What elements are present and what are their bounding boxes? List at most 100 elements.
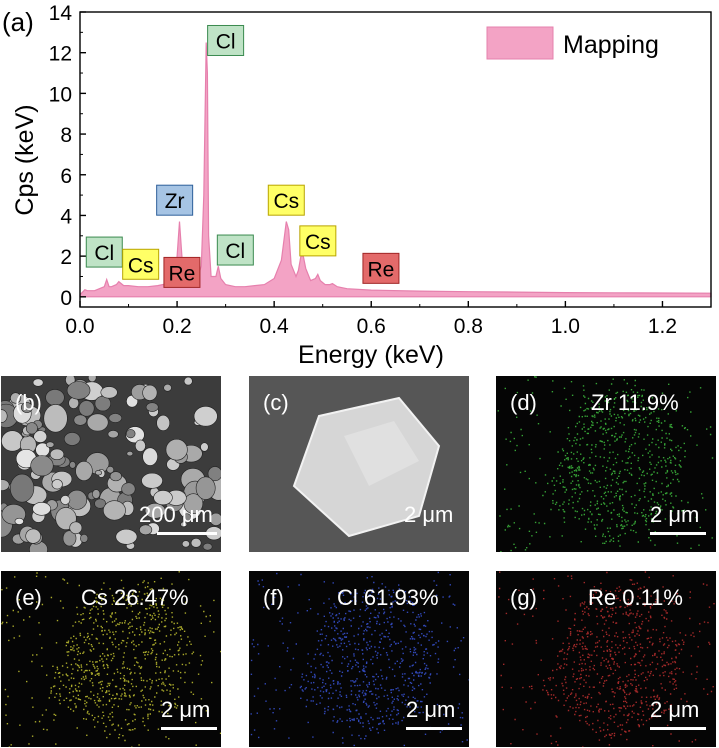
sem-particle — [157, 415, 170, 430]
sem-particle — [108, 430, 119, 438]
peak-label-text: Cs — [305, 231, 331, 254]
peak-label: Cl — [217, 235, 253, 265]
panel-label-d: (d) — [510, 390, 537, 416]
sem-particle — [107, 466, 114, 473]
element-label: Cs 26.47% — [81, 585, 189, 611]
sem-particle — [191, 538, 201, 547]
peak-label-text: Zr — [165, 190, 185, 213]
sem-particle — [166, 439, 187, 460]
y-tick-label: 10 — [49, 83, 72, 106]
element-label: Zr 11.9% — [591, 390, 679, 416]
sem-particle — [122, 483, 136, 495]
sem-particle — [116, 529, 137, 544]
sem-particle — [76, 461, 93, 480]
sem-particle — [194, 406, 217, 426]
x-tick-label: 0.2 — [162, 315, 191, 338]
scale-text: 2 μm — [406, 697, 455, 723]
sem-particle — [146, 403, 158, 412]
scale-text: 2 μm — [161, 697, 210, 723]
sem-particle — [201, 443, 209, 452]
scale-bar — [650, 727, 706, 730]
sem-particle — [127, 451, 133, 456]
scale-text: 200 μm — [139, 502, 213, 528]
sem-particle — [50, 449, 64, 460]
peak-label-text: Cl — [94, 242, 114, 265]
panel-label-a: (a) — [2, 7, 34, 37]
sem-particle — [164, 384, 172, 391]
x-tick-label: 1.0 — [551, 315, 580, 338]
scale-bar — [406, 727, 462, 730]
sem-particle — [103, 501, 125, 520]
element-label: Re 0.11% — [588, 585, 683, 611]
element-label: Cl 61.93% — [337, 585, 439, 611]
y-tick-label: 4 — [60, 205, 72, 228]
panel-label-f: (f) — [263, 585, 284, 611]
panel-e-eds-cs: (e) Cs 26.47% 2 μm — [1, 571, 221, 747]
y-tick-label: 0 — [60, 287, 72, 310]
scale-bar — [157, 532, 217, 535]
sem-particle — [142, 473, 163, 488]
peak-label-text: Cs — [128, 254, 154, 277]
sem-particle — [184, 377, 192, 385]
panel-c-sem: (c) 2 μm — [249, 376, 469, 552]
sem-particle — [52, 479, 63, 489]
sem-particle — [79, 401, 94, 417]
peak-label: Cs — [300, 226, 336, 256]
sem-particle — [126, 429, 135, 438]
peak-label: Cl — [86, 237, 122, 267]
x-tick-label: 0.4 — [260, 315, 290, 338]
sem-particle — [135, 440, 145, 452]
sem-particle — [26, 529, 41, 544]
scale-text: 2 μm — [650, 697, 699, 723]
sem-particle — [143, 448, 158, 466]
peak-label: Cl — [208, 25, 244, 55]
sem-particle — [80, 534, 88, 542]
sem-particle — [46, 389, 65, 405]
sem-particle — [67, 382, 90, 400]
panel-f-eds-cl: (f) Cl 61.93% 2 μm — [249, 571, 469, 747]
sem-particle — [69, 462, 75, 469]
x-tick-label: 0.8 — [454, 315, 483, 338]
peak-label: Re — [164, 257, 200, 287]
x-tick-label: 0.0 — [65, 315, 94, 338]
scale-text: 2 μm — [404, 502, 453, 528]
scale-bar — [650, 532, 706, 535]
sem-particle — [87, 414, 108, 431]
peak-label: Re — [363, 253, 399, 283]
peak-label: Cs — [123, 249, 159, 279]
sem-particle — [196, 477, 215, 500]
sem-particle — [101, 387, 118, 399]
y-tick-label: 14 — [49, 2, 73, 25]
peak-label-text: Cl — [225, 240, 245, 263]
sem-particle — [61, 495, 70, 504]
sem-particle — [33, 379, 43, 387]
panel-d-eds-zr: (d) Zr 11.9% 2 μm — [496, 376, 716, 552]
sem-particle — [109, 413, 122, 422]
sem-particle — [44, 404, 68, 432]
legend-swatch — [487, 27, 553, 59]
sem-particle — [88, 376, 96, 382]
peak-label-text: Cl — [216, 30, 236, 53]
x-tick-label: 1.2 — [648, 315, 677, 338]
scale-text: 2 μm — [650, 502, 699, 528]
panel-label-g: (g) — [510, 585, 537, 611]
peak-label-text: Cs — [273, 190, 299, 213]
panel-b-sem: (b) 200 μm — [1, 376, 221, 552]
y-tick-label: 8 — [60, 124, 72, 147]
x-tick-label: 0.6 — [357, 315, 386, 338]
sem-particle — [143, 385, 157, 400]
peak-label-text: Re — [169, 262, 196, 285]
peak-label: Cs — [268, 185, 304, 215]
panel-label-c: (c) — [263, 390, 289, 416]
sem-particle — [182, 541, 189, 548]
y-axis-title: Cps (keV) — [11, 104, 39, 215]
panel-label-e: (e) — [15, 585, 42, 611]
peak-label: Zr — [157, 185, 193, 215]
panel-g-eds-re: (g) Re 0.11% 2 μm — [496, 571, 716, 747]
panel-label-b: (b) — [15, 390, 42, 416]
sem-particle — [31, 456, 54, 476]
y-tick-label: 6 — [60, 165, 72, 188]
legend-label: Mapping — [563, 31, 659, 59]
scale-bar — [161, 727, 217, 730]
